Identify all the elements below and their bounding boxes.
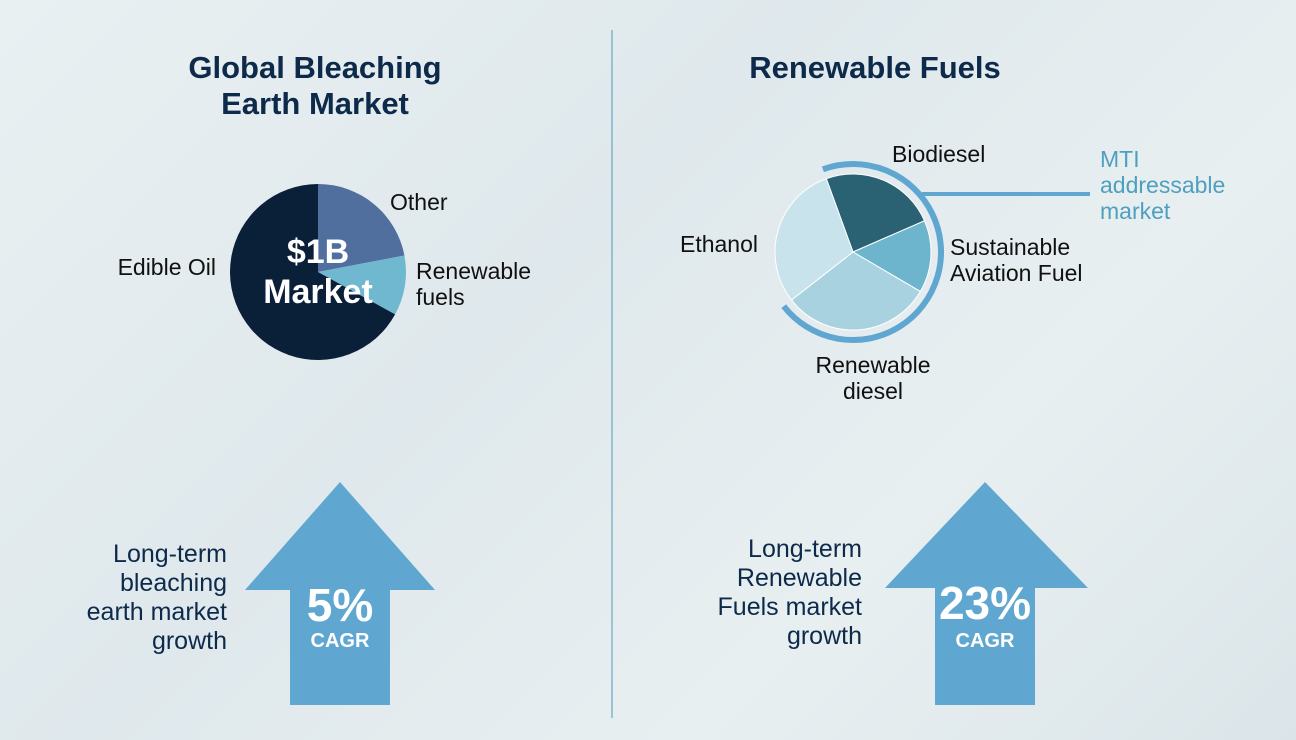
pie-slice xyxy=(790,251,921,331)
growth-value: 5% xyxy=(306,579,374,631)
growth-line: growth xyxy=(786,622,862,650)
growth-line: Long-term xyxy=(748,535,862,563)
chart-title: Global Bleaching Earth Market xyxy=(188,50,442,121)
growth-line: Long-term xyxy=(113,540,227,568)
slice-label: Renewable diesel xyxy=(815,352,931,404)
pie-slice xyxy=(851,220,932,293)
pie-slice xyxy=(774,178,854,301)
growth-unit: CAGR xyxy=(955,630,1015,652)
growth-arrow xyxy=(885,482,1088,705)
annotation: MTI addressable market xyxy=(1100,146,1226,224)
growth-value: 23% xyxy=(938,577,1032,629)
growth-line: growth xyxy=(151,627,227,655)
addressable-arc xyxy=(781,160,945,343)
growth-line: bleaching xyxy=(119,569,227,597)
growth-line: Renewable xyxy=(736,564,862,592)
growth-unit: CAGR xyxy=(310,630,370,652)
pie-slice xyxy=(825,173,926,253)
slice-label: Edible Oil xyxy=(117,254,216,280)
chart-title: Renewable Fuels xyxy=(749,50,1001,85)
slice-label: Other xyxy=(390,189,448,215)
growth-text: Long-term Renewable Fuels market growth xyxy=(660,535,862,651)
pie-slice xyxy=(318,184,405,272)
center-label: $1B Market xyxy=(263,233,373,311)
growth-line: Fuels market xyxy=(717,593,862,621)
growth-text: Long-term bleaching earth market growth xyxy=(30,540,227,656)
slice-label: Sustainable Aviation Fuel xyxy=(950,234,1083,286)
slice-label: Ethanol xyxy=(679,231,758,257)
pie-slice xyxy=(318,255,406,315)
slice-label: Biodiesel xyxy=(892,141,986,167)
pie-slice xyxy=(230,184,396,361)
growth-line: earth market xyxy=(86,598,227,626)
growth-arrow xyxy=(245,482,435,705)
slice-label: Renewable fuels xyxy=(416,258,532,310)
